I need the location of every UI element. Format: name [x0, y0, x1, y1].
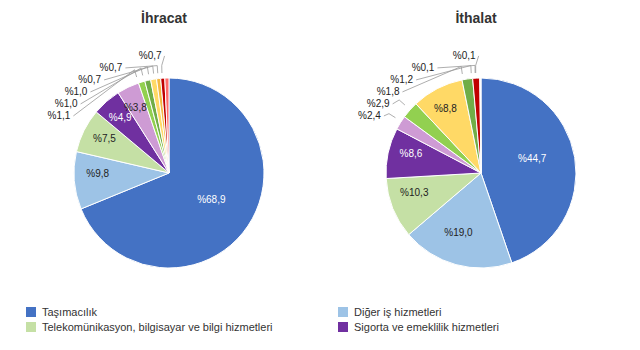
svg-text:%7,5: %7,5	[93, 133, 116, 144]
svg-text:%1,2: %1,2	[390, 74, 413, 85]
html-text:Diğer iş hizmetleri: Diğer iş hizmetleri	[354, 305, 442, 318]
html-text:Taşımacılık: Taşımacılık	[42, 305, 97, 318]
svg-text:%8,8: %8,8	[434, 103, 457, 114]
svg-text:%1,0: %1,0	[55, 98, 78, 109]
html-text:İthalat: İthalat	[455, 10, 497, 26]
svg-text:%2,9: %2,9	[367, 98, 390, 109]
svg-text:%1,8: %1,8	[377, 86, 400, 97]
svg-text:%0,7: %0,7	[139, 50, 162, 61]
svg-text:%0,7: %0,7	[78, 74, 101, 85]
svg-text:%0,1: %0,1	[412, 62, 435, 73]
svg-text:%19,0: %19,0	[444, 227, 473, 238]
svg-text:%0,1: %0,1	[453, 50, 476, 61]
svg-text:%44,7: %44,7	[518, 153, 547, 164]
html-text:İhracat: İhracat	[141, 10, 187, 26]
svg-text:%8,6: %8,6	[400, 148, 423, 159]
html-text:Sigorta ve emeklilik hizmetler: Sigorta ve emeklilik hizmetleri	[354, 320, 499, 333]
svg-text:%1,1: %1,1	[48, 110, 71, 121]
svg-text:%9,8: %9,8	[86, 168, 109, 179]
svg-text:%68,9: %68,9	[197, 194, 226, 205]
svg-text:%10,3: %10,3	[400, 187, 429, 198]
svg-text:%4,9: %4,9	[109, 112, 132, 123]
svg-text:%2,4: %2,4	[358, 110, 381, 121]
svg-text:%3,8: %3,8	[124, 102, 147, 113]
html-text:Telekomünikasyon, bilgisayar v: Telekomünikasyon, bilgisayar ve bilgi hi…	[42, 320, 273, 333]
svg-text:%1,0: %1,0	[65, 86, 88, 97]
svg-text:%0,7: %0,7	[100, 62, 123, 73]
